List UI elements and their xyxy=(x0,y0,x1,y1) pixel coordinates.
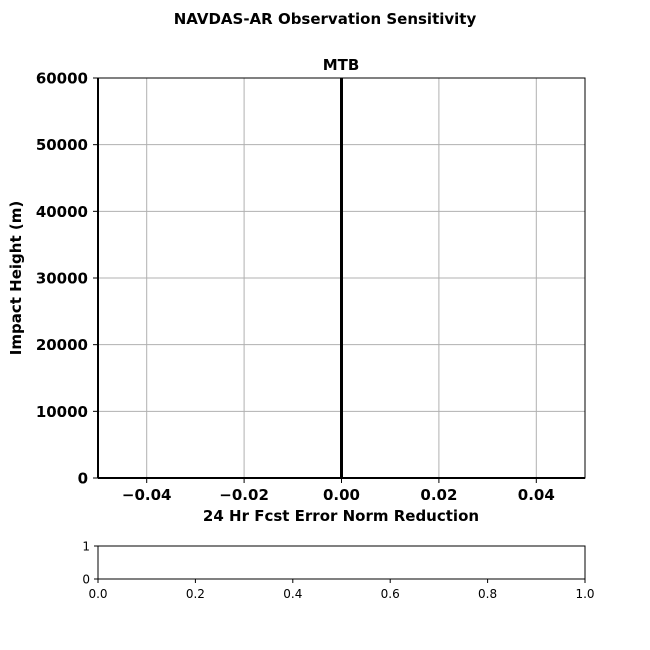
x-axis-label: 24 Hr Fcst Error Norm Reduction xyxy=(203,507,479,525)
x-tick-label: 0.04 xyxy=(518,486,555,504)
secondary-x-tick-label: 0.8 xyxy=(478,587,497,601)
secondary-x-tick-label: 0.6 xyxy=(381,587,400,601)
secondary-y-tick-label: 1 xyxy=(82,540,90,554)
secondary-x-tick-label: 0.0 xyxy=(88,587,107,601)
y-tick-label: 30000 xyxy=(36,270,88,288)
y-tick-label: 0 xyxy=(78,470,88,488)
y-tick-label: 60000 xyxy=(36,70,88,88)
y-tick-label: 10000 xyxy=(36,403,88,421)
x-tick-label: 0.02 xyxy=(420,486,457,504)
y-tick-label: 50000 xyxy=(36,136,88,154)
y-tick-label: 20000 xyxy=(36,336,88,354)
figure-title: NAVDAS-AR Observation Sensitivity xyxy=(173,10,477,28)
y-axis-ticks: 0 10000 20000 30000 40000 50000 60000 xyxy=(36,70,98,488)
y-axis-label: Impact Height (m) xyxy=(7,201,25,355)
x-tick-label: −0.02 xyxy=(219,486,269,504)
y-tick-label: 40000 xyxy=(36,203,88,221)
secondary-y-tick-label: 0 xyxy=(82,573,90,587)
subplot-title: MTB xyxy=(323,56,360,74)
x-axis-ticks: −0.04 −0.02 0.00 0.02 0.04 xyxy=(122,478,555,504)
secondary-x-tick-label: 0.2 xyxy=(186,587,205,601)
secondary-plot: 0.0 0.2 0.4 0.6 0.8 1.0 01 xyxy=(82,540,594,602)
secondary-plot-frame xyxy=(97,545,586,580)
main-plot: −0.04 −0.02 0.00 0.02 0.04 0 10000 20000 30000 4… xyxy=(7,56,586,525)
secondary-x-tick-label: 0.4 xyxy=(283,587,302,601)
x-tick-label: −0.04 xyxy=(122,486,172,504)
secondary-x-tick-label: 1.0 xyxy=(575,587,594,601)
x-tick-label: 0.00 xyxy=(323,486,360,504)
secondary-y-axis-ticks: 01 xyxy=(82,540,98,587)
secondary-x-axis-ticks: 0.0 0.2 0.4 0.6 0.8 1.0 xyxy=(88,579,595,601)
